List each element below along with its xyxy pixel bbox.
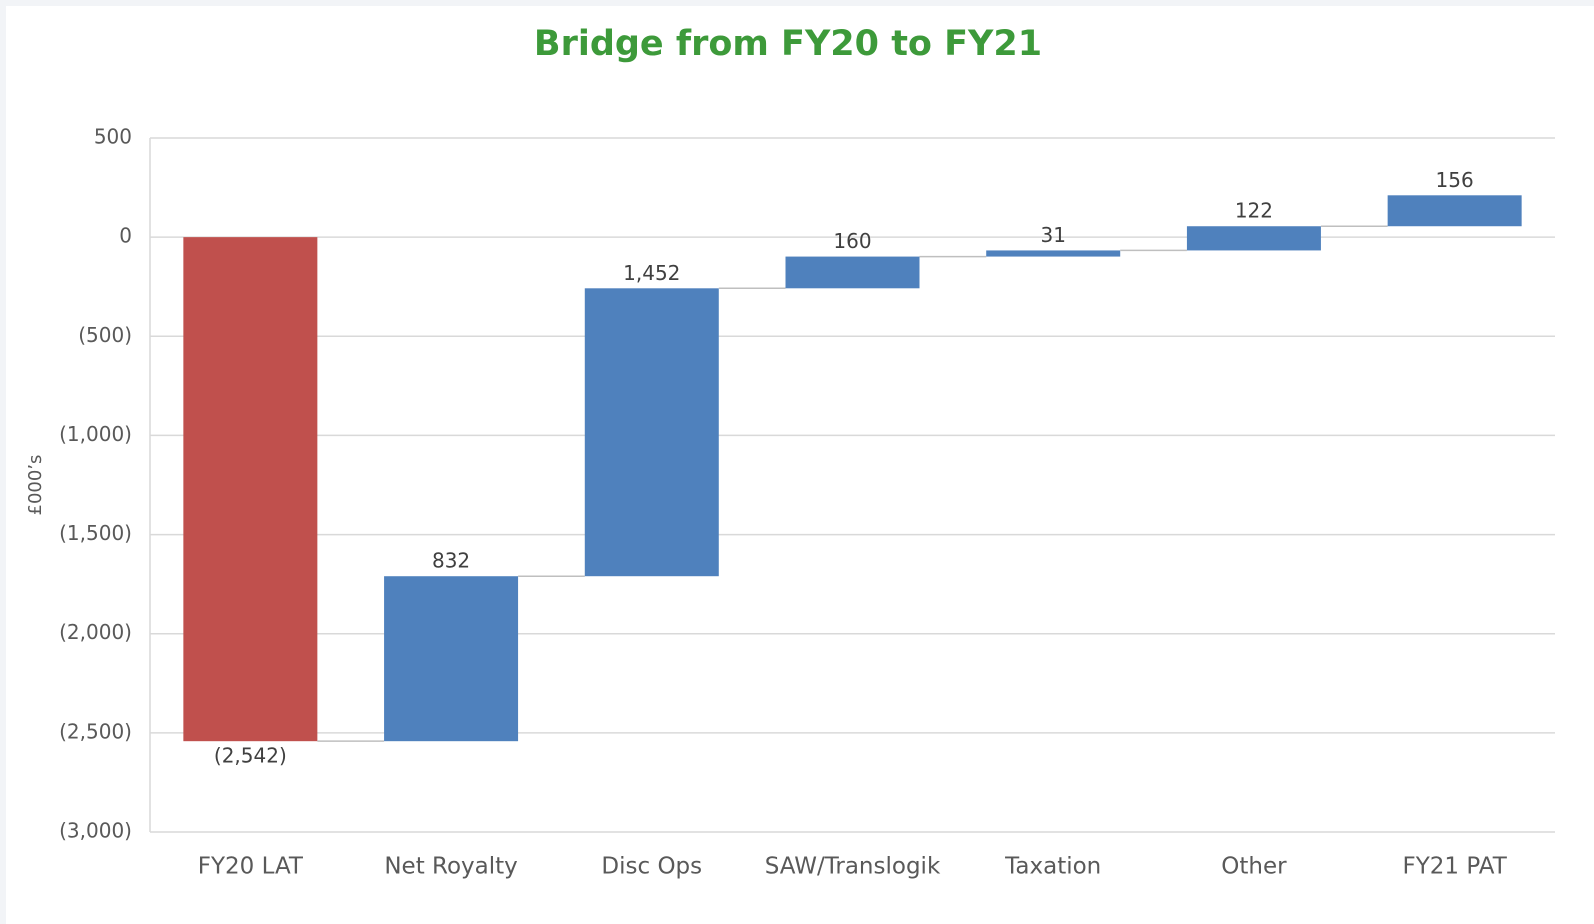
bar [785,256,920,289]
bar [986,250,1121,257]
value-label: 160 [833,229,871,253]
x-tick-label: Disc Ops [601,854,702,880]
y-tick-label: (1,500) [59,521,132,545]
bar [1186,226,1321,251]
value-label: 1,452 [623,261,680,285]
y-tick-label: (1,000) [59,422,132,446]
y-tick-label: (500) [78,323,132,347]
value-label: 122 [1235,199,1273,223]
y-tick-label: (2,000) [59,620,132,644]
y-axis-label: £000’s [25,455,46,516]
bar [1387,195,1522,227]
value-label: 156 [1436,168,1474,192]
x-tick-label: Taxation [1004,854,1101,880]
x-tick-label: FY20 LAT [198,854,304,880]
y-tick-label: (3,000) [59,819,132,843]
x-tick-label: Other [1221,854,1287,880]
x-tick-label: Net Royalty [384,854,517,880]
x-tick-label: SAW/Translogik [765,854,941,880]
x-tick-label: FY21 PAT [1403,854,1508,880]
bar [384,576,519,742]
y-tick-label: (2,500) [59,719,132,743]
y-tick-label: 500 [94,125,132,149]
bar [584,288,719,577]
value-label: 31 [1040,223,1065,247]
y-tick-label: 0 [119,224,132,248]
bar [183,237,318,742]
value-label: 832 [432,549,470,573]
value-label: (2,542) [214,744,287,768]
chart-title: Bridge from FY20 to FY21 [534,24,1042,64]
